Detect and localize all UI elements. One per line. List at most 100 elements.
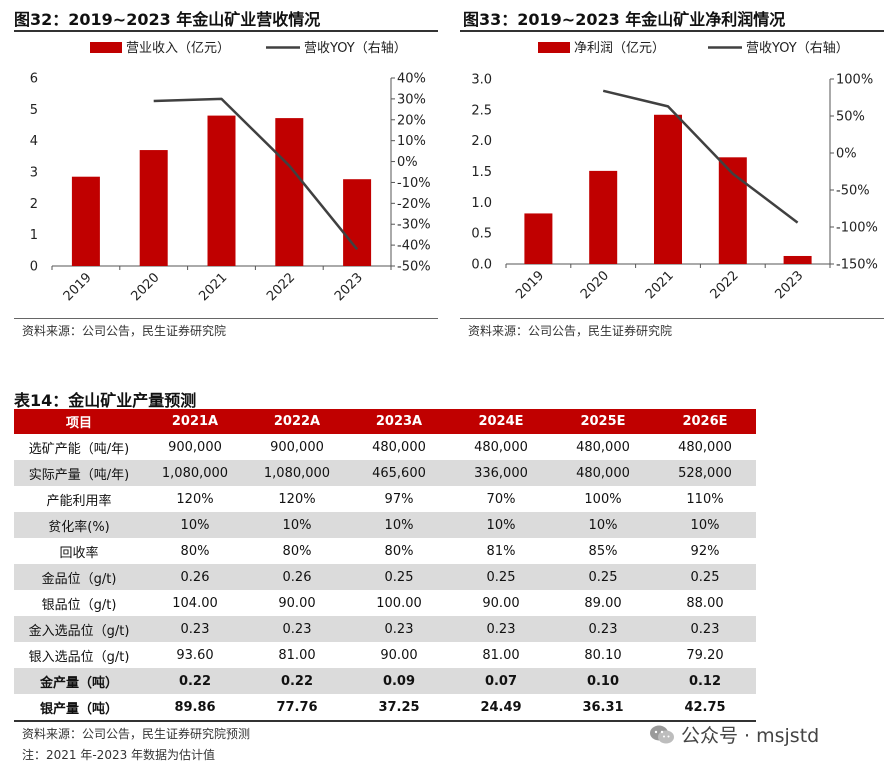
value-cell: 0.10 bbox=[552, 668, 654, 694]
x-tick-label: 2020 bbox=[578, 268, 612, 302]
y-left-tick-label: 5 bbox=[30, 103, 38, 118]
bar bbox=[139, 150, 168, 266]
fig33-title-rule bbox=[460, 30, 884, 32]
value-cell: 81.00 bbox=[278, 647, 316, 663]
value-cell: 480,000 bbox=[576, 439, 630, 455]
header-cell: 2022A bbox=[246, 409, 348, 434]
value-cell: 0.25 bbox=[450, 564, 552, 590]
y-left-tick-label: 0 bbox=[30, 260, 38, 275]
y-left-tick-label: 2 bbox=[30, 197, 38, 212]
value-cell: 80% bbox=[282, 543, 312, 559]
value-cell: 81% bbox=[486, 543, 516, 559]
bar bbox=[207, 115, 236, 266]
value-cell: 465,600 bbox=[348, 460, 450, 486]
y-right-tick-label: -30% bbox=[397, 218, 431, 233]
value-cell: 0.23 bbox=[348, 616, 450, 642]
value-cell: 97% bbox=[384, 491, 414, 507]
value-cell: 89.00 bbox=[584, 595, 622, 611]
header-cell: 2025E bbox=[552, 409, 654, 434]
x-tick-label: 2020 bbox=[129, 270, 163, 304]
bar bbox=[589, 170, 618, 264]
value-cell: 90.00 bbox=[482, 595, 520, 611]
x-tick-label: 2019 bbox=[513, 268, 547, 302]
table-row: 银入选品位（g/t) 93.60 81.00 90.00 81.00 80.10 79.20 bbox=[14, 642, 756, 668]
value-cell: 90.00 bbox=[278, 595, 316, 611]
x-tick-label: 2023 bbox=[332, 270, 366, 304]
value-cell: 79.20 bbox=[686, 647, 724, 663]
row-label-cell: 回收率 bbox=[59, 545, 99, 561]
legend-line-label: 营收YOY（右轴） bbox=[746, 41, 849, 56]
y-right-tick-label: -150% bbox=[836, 258, 878, 273]
y-right-tick-label: 100% bbox=[836, 73, 873, 88]
value-cell: 81.00 bbox=[482, 647, 520, 663]
fig33-chart: 净利润（亿元） 营收YOY（右轴） 0.0 0.5 1.0 1.5 2.0 2.5 3.0 -15… bbox=[471, 41, 878, 302]
value-cell: 480,000 bbox=[552, 460, 654, 486]
fig32-source: 资料来源：公司公告，民生证券研究院 bbox=[22, 324, 227, 338]
value-cell: 336,000 bbox=[450, 460, 552, 486]
fig33-source-rule bbox=[460, 318, 884, 319]
x-tick-label: 2023 bbox=[772, 268, 806, 302]
table-row: 回收率 80% 80% 80% 81% 85% 92% bbox=[14, 538, 756, 564]
value-cell: 480,000 bbox=[474, 439, 528, 455]
y-left-tick-label: 0.5 bbox=[471, 227, 492, 242]
row-label-cell: 金品位（g/t) bbox=[14, 564, 144, 590]
y-right-tick-label: 0% bbox=[836, 147, 857, 162]
value-cell: 0.22 bbox=[144, 668, 246, 694]
value-cell: 0.07 bbox=[450, 668, 552, 694]
value-cell: 0.23 bbox=[654, 616, 756, 642]
yoy-line bbox=[602, 89, 799, 224]
watermark: 公众号 · msjstd bbox=[649, 721, 819, 748]
value-cell: 10% bbox=[654, 512, 756, 538]
wechat-icon bbox=[650, 725, 674, 743]
y-left-tick-label: 2.5 bbox=[471, 103, 492, 118]
value-cell: 80.10 bbox=[584, 647, 622, 663]
value-cell: 10% bbox=[246, 512, 348, 538]
legend-bar-swatch bbox=[90, 42, 122, 53]
y-right-tick-label: -20% bbox=[397, 197, 431, 212]
value-cell: 480,000 bbox=[372, 439, 426, 455]
x-tick-label: 2019 bbox=[61, 270, 95, 304]
legend-line-label: 营收YOY（右轴） bbox=[304, 41, 407, 56]
value-cell: 10% bbox=[552, 512, 654, 538]
fig32-title-rule bbox=[14, 30, 438, 32]
value-cell: 37.25 bbox=[348, 694, 450, 722]
value-cell: 92% bbox=[690, 543, 720, 559]
value-cell: 24.49 bbox=[450, 694, 552, 722]
table-header-row: 项目 2021A 2022A 2023A 2024E 2025E 2026E bbox=[14, 409, 756, 434]
y-left-tick-label: 2.0 bbox=[471, 134, 492, 149]
value-cell: 42.75 bbox=[654, 694, 756, 722]
value-cell: 80% bbox=[180, 543, 210, 559]
row-label-cell: 银品位（g/t) bbox=[41, 597, 117, 613]
table-row: 贫化率(%) 10% 10% 10% 10% 10% 10% bbox=[14, 512, 756, 538]
value-cell: 0.23 bbox=[246, 616, 348, 642]
table-row: 产能利用率 120% 120% 97% 70% 100% 110% bbox=[14, 486, 756, 512]
y-left-tick-label: 1.5 bbox=[471, 165, 492, 180]
y-left-tick-label: 3 bbox=[30, 166, 38, 181]
value-cell: 0.25 bbox=[552, 564, 654, 590]
value-cell: 110% bbox=[686, 491, 724, 507]
row-label-cell: 产能利用率 bbox=[46, 493, 112, 509]
legend-bar-label: 净利润（亿元） bbox=[574, 41, 665, 56]
table-row: 银品位（g/t) 104.00 90.00 100.00 90.00 89.00 88.00 bbox=[14, 590, 756, 616]
yoy-line bbox=[153, 97, 359, 251]
y-left-tick-label: 4 bbox=[30, 134, 38, 149]
header-cell: 2024E bbox=[450, 409, 552, 434]
value-cell: 0.23 bbox=[450, 616, 552, 642]
y-right-tick-label: 30% bbox=[397, 92, 426, 107]
y-right-tick-label: -50% bbox=[836, 184, 870, 199]
legend-bar-label: 营业收入（亿元） bbox=[126, 41, 230, 56]
value-cell: 120% bbox=[176, 491, 214, 507]
fig32-chart: 营业收入（亿元） 营收YOY（右轴） 0 1 2 3 4 5 6 -50% -40% -30% -20%… bbox=[30, 41, 431, 304]
value-cell: 88.00 bbox=[686, 595, 724, 611]
value-cell: 0.25 bbox=[654, 564, 756, 590]
fig32-source-rule bbox=[14, 318, 438, 319]
x-tick-label: 2022 bbox=[708, 268, 742, 302]
bar bbox=[524, 213, 553, 264]
value-cell: 77.76 bbox=[246, 694, 348, 722]
value-cell: 93.60 bbox=[176, 647, 214, 663]
y-left-tick-label: 0.0 bbox=[471, 258, 492, 273]
table14-source: 资料来源：公司公告，民生证券研究院预测 bbox=[22, 727, 251, 741]
y-right-tick-label: 10% bbox=[397, 134, 426, 149]
bar bbox=[275, 118, 304, 267]
row-label-cell: 银入选品位（g/t) bbox=[28, 649, 130, 665]
